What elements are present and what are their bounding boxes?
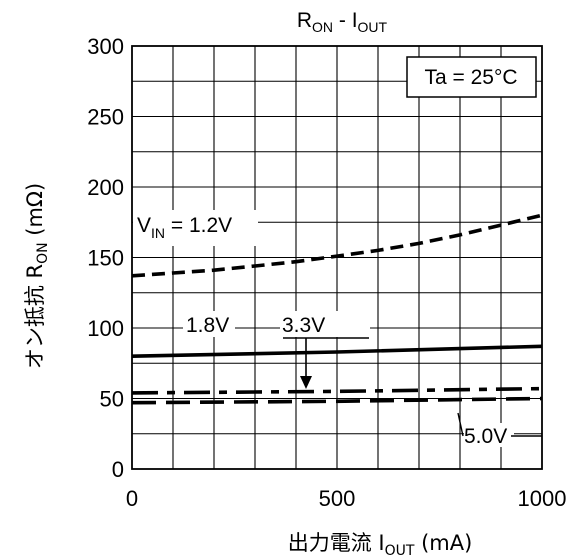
y-tick-label: 200	[87, 175, 124, 200]
y-axis-label: オン抵抗 RON (mΩ)	[23, 183, 51, 369]
series-label-1.8v: 1.8V	[186, 314, 229, 337]
y-tick-label: 150	[87, 246, 124, 271]
y-tick-label: 50	[100, 387, 124, 412]
arrow-3.3v-head	[300, 376, 312, 389]
label-1.8v-bg	[183, 311, 235, 337]
x-tick-label: 1000	[518, 486, 567, 511]
series-group	[131, 213, 543, 405]
temperature-label: Ta = 25°C	[424, 66, 517, 89]
x-tick-label: 0	[126, 486, 138, 511]
x-tick-labels: 0 500 1000	[126, 486, 567, 511]
plot-area	[131, 45, 543, 470]
y-tick-labels: 0 50 100 150 200 250 300	[87, 34, 124, 482]
series-label-3.3v: 3.3V	[282, 314, 325, 337]
x-tick-label: 500	[319, 486, 356, 511]
vin-label-bg	[133, 210, 258, 246]
chart-title: RON - IOUT	[297, 9, 388, 35]
series-line-5.0v	[131, 396, 543, 405]
y-tick-label: 250	[87, 105, 124, 130]
y-tick-label: 0	[112, 457, 124, 482]
series-line-1.2v	[131, 213, 543, 278]
y-tick-label: 100	[87, 316, 124, 341]
label-5.0v-leader	[457, 412, 464, 437]
series-label-1.2v: VIN = 1.2V	[137, 214, 232, 241]
plot-frame	[131, 45, 543, 470]
series-line-1.8v	[131, 344, 543, 358]
label-3.3v-bg	[280, 311, 370, 337]
series-line-3.3v	[131, 386, 543, 395]
label-5.0v-bg	[464, 423, 514, 447]
y-tick-label: 300	[87, 34, 124, 59]
temperature-box	[406, 56, 537, 98]
x-axis-label: 出力電流 IOUT (mA)	[288, 531, 473, 558]
series-label-5.0v: 5.0V	[464, 425, 507, 448]
